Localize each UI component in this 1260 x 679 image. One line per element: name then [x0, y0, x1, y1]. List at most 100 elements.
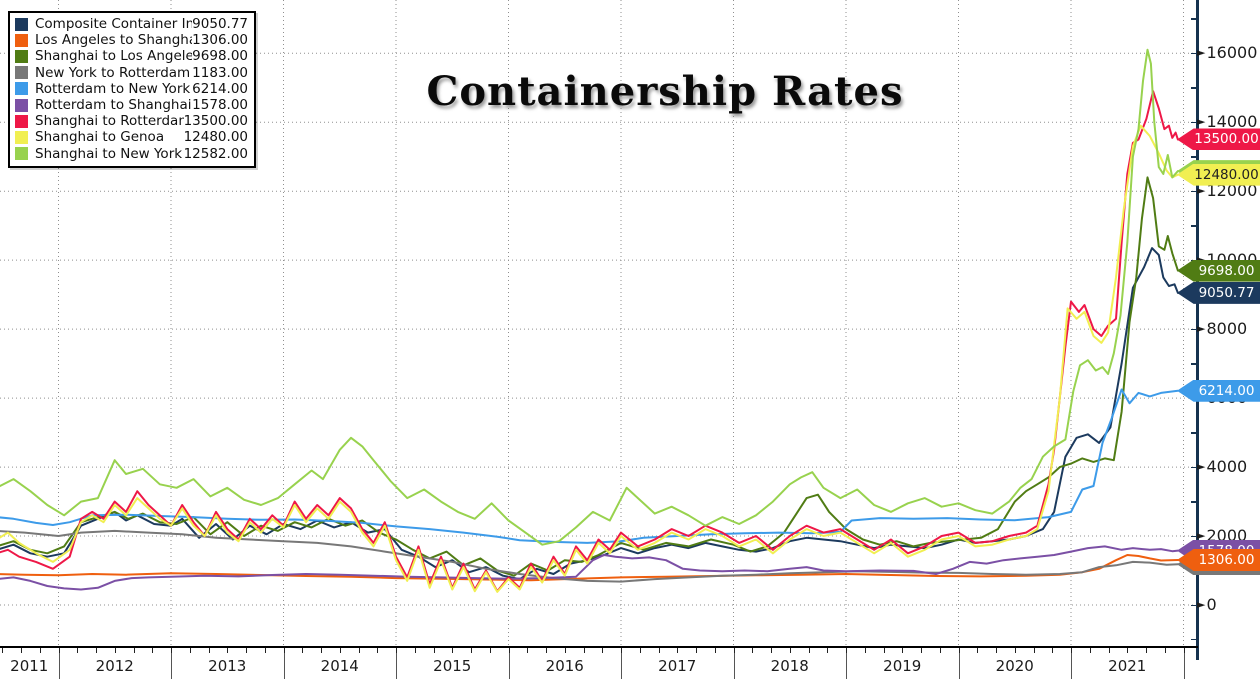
year-separator [283, 648, 285, 679]
legend-item[interactable]: Los Angeles to Shanghai 1306.00 [15, 32, 248, 48]
y-axis-tick-label: 0 [1206, 595, 1217, 615]
series-line-shanghai-to-genoa [0, 124, 1179, 593]
x-axis-tick [996, 648, 997, 653]
x-axis-tick [21, 648, 22, 653]
series-line-shanghai-to-los-angeles [0, 176, 1179, 577]
y-axis-tick-label: 14000 [1206, 112, 1258, 132]
x-axis-tick [1089, 648, 1091, 653]
x-axis-tick [621, 648, 622, 653]
legend-value: 13500.00 [183, 113, 248, 130]
legend-item[interactable]: Rotterdam to Shanghai 1578.00 [15, 97, 248, 113]
legend-item[interactable]: Shanghai to Los Angeles 9698.00 [15, 48, 248, 64]
legend-item[interactable]: New York to Rotterdam 1183.00 [15, 65, 248, 81]
y-axis-tick [1191, 87, 1197, 89]
x-axis-tick [677, 648, 679, 653]
y-axis-label: ► 14000 [1197, 112, 1257, 131]
x-axis-tick [414, 648, 416, 653]
legend-item[interactable]: Shanghai to Rotterdam 13500.00 [15, 113, 248, 129]
y-axis-tick-label: 8000 [1206, 319, 1248, 339]
series-line-composite-container-index [0, 247, 1179, 581]
x-axis-tick [639, 648, 641, 653]
legend-value: 12582.00 [183, 145, 248, 162]
y-axis-label: ► 16000 [1197, 43, 1257, 62]
y-axis-tick-label: 4000 [1206, 457, 1248, 477]
series-line-rotterdam-to-new-york [0, 388, 1179, 544]
chart-title: Containership Rates [426, 68, 904, 115]
x-axis-tick [377, 648, 379, 653]
x-axis-tick [321, 648, 322, 653]
legend-value: 9050.77 [192, 16, 248, 33]
tick-arrow-icon: ► [1197, 529, 1206, 543]
x-axis-tick [789, 648, 791, 653]
x-axis-tick [958, 648, 960, 653]
axis-price-tag: 6214.00 [1177, 379, 1260, 402]
y-axis-tick [1191, 18, 1197, 20]
y-axis-tick-label: 12000 [1206, 181, 1258, 201]
year-separator [171, 648, 172, 679]
x-axis-tick [1164, 648, 1166, 653]
legend-value: 1578.00 [192, 97, 248, 114]
x-axis-year-label: 2014 [320, 657, 359, 675]
x-axis-year-label: 2016 [545, 657, 584, 675]
y-axis-tick [1191, 225, 1197, 227]
series-color-swatch [15, 17, 28, 31]
legend-item[interactable]: Shanghai to New York 12582.00 [15, 146, 248, 162]
x-axis-tick [696, 648, 697, 653]
tick-arrow-icon: ► [1197, 460, 1206, 474]
x-axis-tick [227, 648, 229, 653]
x-axis-tick [977, 648, 979, 653]
year-separator [1183, 648, 1185, 679]
x-axis-tick [508, 648, 510, 653]
legend-label: Los Angeles to Shanghai [35, 32, 193, 49]
tick-arrow-icon: ► [1197, 46, 1206, 60]
axis-price-tag: 1306.00 [1177, 548, 1260, 571]
series-color-swatch [15, 147, 28, 161]
x-axis-tick [1146, 648, 1147, 653]
x-axis-year-label: 2011 [10, 657, 49, 675]
x-axis-tick [939, 648, 941, 653]
x-axis-line [0, 646, 1198, 648]
y-axis-tick [1191, 328, 1197, 331]
x-axis-tick [1071, 648, 1072, 653]
series-color-swatch [15, 82, 28, 96]
x-axis-year-label: 2017 [658, 657, 697, 675]
legend-item[interactable]: Composite Container Index9050.77 [15, 16, 248, 32]
x-axis-tick [846, 648, 847, 653]
x-axis-year-label: 2020 [995, 657, 1034, 675]
legend-label: Composite Container Index [35, 16, 193, 33]
series-color-swatch [15, 33, 28, 47]
y-axis-label: ► 8000 [1197, 319, 1247, 338]
legend-item[interactable]: Shanghai to Genoa 12480.00 [15, 129, 248, 145]
legend-label: Shanghai to Los Angeles [35, 48, 193, 65]
x-axis-tick [1108, 648, 1110, 653]
y-axis-tick [1191, 156, 1197, 158]
x-axis-tick [433, 648, 435, 653]
y-axis-tick [1191, 638, 1197, 641]
x-axis-tick [808, 648, 810, 653]
x-axis-tick [827, 648, 829, 653]
x-axis-tick [602, 648, 604, 653]
x-axis-tick [133, 648, 135, 653]
x-axis-tick [452, 648, 454, 653]
year-separator [58, 648, 60, 679]
x-axis-year-label: 2013 [208, 657, 247, 675]
x-axis-tick [152, 648, 154, 653]
y-axis-tick [1191, 501, 1197, 503]
series-line-new-york-to-rotterdam [0, 529, 1179, 583]
axis-price-tag: 12480.00 [1177, 163, 1260, 186]
x-axis-tick [396, 648, 397, 653]
legend-label: Shanghai to New York [35, 145, 183, 162]
tick-arrow-icon: ► [1197, 115, 1206, 129]
y-axis-label: ► 4000 [1197, 457, 1247, 476]
y-axis-tick [1191, 52, 1197, 55]
y-axis-tick [1191, 466, 1197, 469]
year-separator [396, 648, 397, 679]
legend-item[interactable]: Rotterdam to New York 6214.00 [15, 81, 248, 97]
x-axis-tick [246, 648, 247, 653]
x-axis-year-label: 2012 [95, 657, 134, 675]
series-color-swatch [15, 66, 28, 80]
y-axis-tick [1191, 604, 1197, 606]
plot-area[interactable] [0, 0, 1197, 647]
x-axis-tick [77, 648, 79, 653]
